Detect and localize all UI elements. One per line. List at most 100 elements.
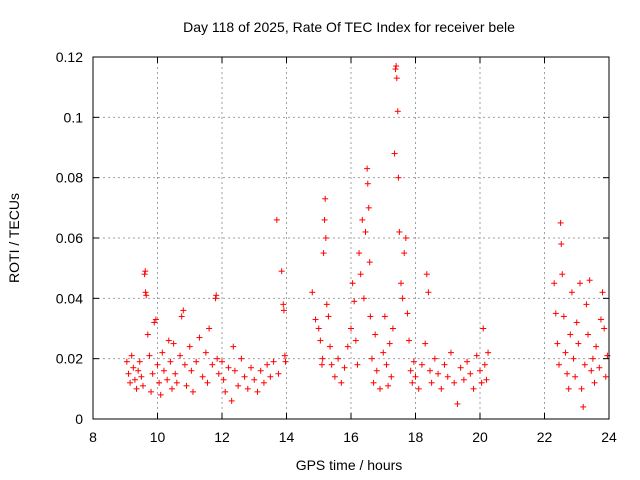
data-point <box>588 367 595 374</box>
data-point <box>327 343 334 350</box>
data-point <box>260 379 267 386</box>
data-point <box>599 289 606 296</box>
x-tick-label: 24 <box>601 429 617 445</box>
y-tick-label: 0.1 <box>64 109 84 125</box>
data-point <box>399 295 406 302</box>
data-point <box>125 370 132 377</box>
x-tick-label: 16 <box>343 429 359 445</box>
data-point <box>483 376 490 383</box>
data-point <box>581 361 588 368</box>
y-axis-label: ROTI / TECUs <box>6 193 22 283</box>
data-point <box>412 373 419 380</box>
y-tick-label: 0.04 <box>56 290 83 306</box>
data-point <box>392 66 399 73</box>
data-point <box>460 376 467 383</box>
data-point <box>323 301 330 308</box>
data-point <box>391 150 398 157</box>
data-point <box>393 63 400 70</box>
data-point <box>193 358 200 365</box>
data-point <box>575 340 582 347</box>
data-point <box>352 337 359 344</box>
data-point <box>202 349 209 356</box>
chart-title: Day 118 of 2025, Rate Of TEC Index for r… <box>183 19 515 35</box>
data-point <box>280 307 287 314</box>
data-point <box>435 370 442 377</box>
data-point <box>183 382 190 389</box>
data-point <box>127 379 134 386</box>
x-tick-label: 10 <box>150 429 166 445</box>
data-point <box>451 379 458 386</box>
data-point <box>395 174 402 181</box>
data-point <box>597 316 604 323</box>
data-point <box>241 373 248 380</box>
data-point <box>431 355 438 362</box>
data-point <box>364 180 371 187</box>
data-point <box>270 358 277 365</box>
data-point <box>186 343 193 350</box>
data-point <box>206 325 213 332</box>
data-point <box>318 361 325 368</box>
data-point <box>402 235 409 241</box>
data-points <box>123 63 611 410</box>
data-point <box>473 352 480 359</box>
data-point <box>470 385 477 392</box>
data-point <box>423 271 430 278</box>
data-point <box>388 373 395 380</box>
data-point <box>552 310 559 317</box>
data-point <box>213 292 220 299</box>
data-point <box>481 361 488 368</box>
data-point <box>573 319 580 326</box>
data-point <box>572 373 579 380</box>
data-point <box>264 361 271 368</box>
data-point <box>407 367 414 374</box>
data-point <box>397 280 404 287</box>
data-point <box>181 361 188 368</box>
data-point <box>596 364 603 371</box>
data-point <box>149 370 156 377</box>
data-point <box>366 259 373 266</box>
data-point <box>199 373 206 380</box>
data-point <box>178 313 185 320</box>
y-tick-label: 0.12 <box>56 49 83 65</box>
data-point <box>164 376 171 383</box>
data-point <box>335 355 342 362</box>
data-point <box>558 241 565 248</box>
data-point <box>568 289 575 296</box>
data-point <box>422 340 429 347</box>
data-point <box>219 358 225 365</box>
data-point <box>204 379 211 386</box>
data-point <box>359 216 366 223</box>
x-tick-label: 12 <box>214 429 230 445</box>
data-point <box>562 349 569 356</box>
data-point <box>133 385 140 392</box>
data-point <box>356 250 363 257</box>
data-point <box>278 268 285 275</box>
data-point <box>315 325 322 332</box>
data-point <box>354 361 361 368</box>
data-point <box>554 340 561 347</box>
data-point <box>593 343 600 350</box>
data-point <box>348 325 354 332</box>
data-point <box>410 358 417 365</box>
data-point <box>167 358 174 365</box>
data-point <box>138 373 145 380</box>
data-point <box>275 370 282 377</box>
data-point <box>360 295 367 302</box>
data-point <box>586 277 593 284</box>
data-point <box>165 337 172 344</box>
grid-lines <box>93 57 609 419</box>
y-tick-label: 0.06 <box>56 230 83 246</box>
data-point <box>564 370 571 377</box>
data-point <box>172 370 179 377</box>
data-point <box>559 271 566 278</box>
x-tick-label: 14 <box>279 429 295 445</box>
data-point <box>383 361 390 368</box>
data-point <box>364 165 371 172</box>
x-axis-label: GPS time / hours <box>296 457 403 473</box>
data-point <box>480 325 487 332</box>
data-point <box>438 385 445 392</box>
data-point <box>351 298 358 305</box>
data-point <box>248 364 255 371</box>
data-point <box>143 292 150 299</box>
